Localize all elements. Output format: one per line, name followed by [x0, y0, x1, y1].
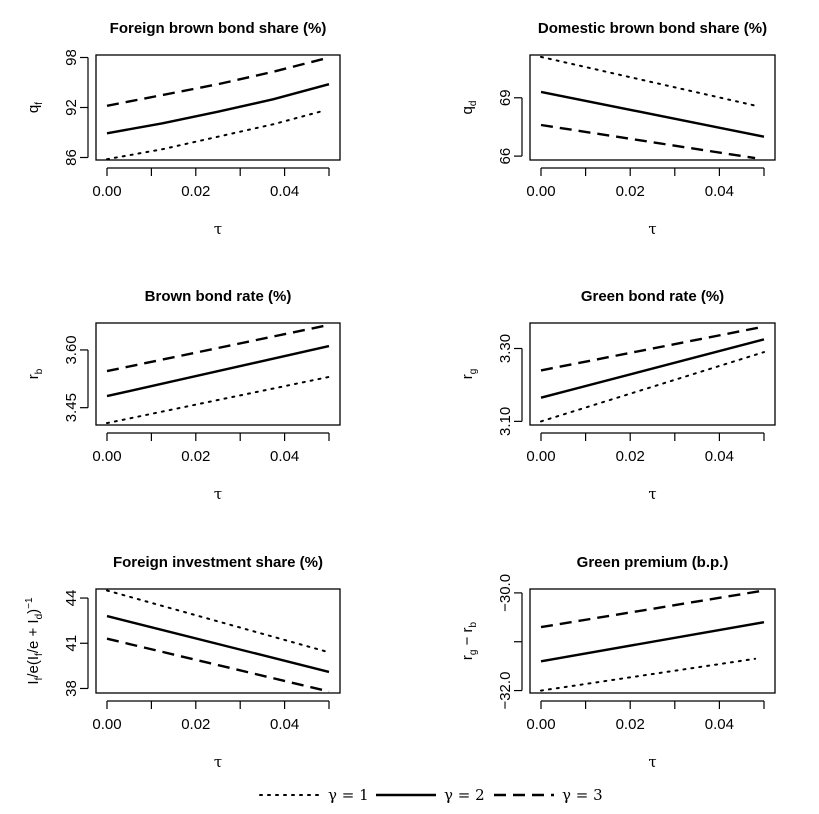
x-axis-label: τ — [214, 753, 222, 771]
x-tick-label: 0.02 — [181, 183, 210, 200]
series-line-gamma-2 — [540, 338, 765, 399]
panel-title: Domestic brown bond share (%) — [538, 20, 767, 37]
x-tick-label: 0.02 — [181, 448, 210, 465]
x-axis-label: τ — [648, 485, 656, 503]
legend-label: γ = 3 — [562, 786, 603, 804]
panel-title: Green premium (b.p.) — [577, 554, 729, 571]
x-tick-label: 0.04 — [270, 448, 299, 465]
series-line-gamma-2 — [106, 344, 330, 398]
plot-frame — [95, 588, 341, 694]
x-tick-label: 0.00 — [92, 448, 121, 465]
y-tick-label: 66 — [497, 148, 514, 165]
legend-label: γ = 1 — [328, 786, 369, 804]
x-tick-label: 0.02 — [181, 716, 210, 733]
plot-frame — [529, 588, 776, 694]
y-tick-label: 98 — [63, 49, 80, 66]
y-tick-label: 86 — [63, 149, 80, 166]
panel-1: Foreign brown bond share (%) 0.00 0.02 0.04… — [25, 20, 341, 238]
series-line-gamma-1 — [106, 589, 330, 654]
y-axis-label: qd — [459, 101, 479, 115]
y-axis-label: rb — [25, 368, 45, 379]
x-tick-label: 0.00 — [92, 716, 121, 733]
y-tick-label: 92 — [63, 99, 80, 116]
panel-6: Green premium (b.p.) 0.00 0.02 0.04 τ −32.0 −3… — [459, 554, 776, 771]
series-line-gamma-1 — [106, 375, 330, 425]
panel-title: Brown bond rate (%) — [145, 288, 292, 305]
panel-title: Foreign investment share (%) — [113, 554, 323, 571]
series-line-gamma-1 — [540, 657, 757, 692]
x-tick-label: 0.04 — [705, 716, 734, 733]
y-tick-label: 44 — [63, 590, 80, 607]
series-line-gamma-3 — [106, 56, 330, 107]
series-line-gamma-3 — [540, 123, 756, 160]
y-tick-label: −30.0 — [497, 574, 514, 612]
panel-title: Foreign brown bond share (%) — [110, 20, 327, 37]
y-axis-label: If/e(If/e + Id)−1 — [24, 597, 45, 685]
x-tick-label: 0.02 — [616, 183, 645, 200]
y-tick-label: 41 — [63, 635, 80, 652]
panel-title: Green bond rate (%) — [581, 288, 724, 305]
series-line-gamma-1 — [106, 110, 322, 161]
x-tick-label: 0.04 — [705, 183, 734, 200]
series-line-gamma-2 — [106, 614, 330, 674]
y-tick-label: 3.60 — [63, 335, 80, 364]
legend: γ = 1 γ = 2 γ = 3 — [259, 786, 603, 804]
y-axis-label: rg − rb — [459, 621, 479, 660]
x-tick-label: 0.04 — [270, 183, 299, 200]
series-line-gamma-3 — [106, 637, 330, 693]
y-tick-label: 3.10 — [497, 407, 514, 436]
y-tick-label: 69 — [497, 89, 514, 106]
x-tick-label: 0.00 — [526, 716, 555, 733]
x-tick-label: 0.02 — [616, 716, 645, 733]
series-line-gamma-3 — [540, 589, 765, 629]
x-tick-label: 0.02 — [616, 448, 645, 465]
x-axis-label: τ — [214, 485, 222, 503]
panel-4: Green bond rate (%) 0.00 0.02 0.04 τ 3.10 3.30… — [459, 288, 776, 503]
x-axis-label: τ — [648, 753, 656, 771]
y-axis-label: rg — [459, 369, 479, 380]
series-line-gamma-2 — [540, 90, 765, 138]
y-tick-label: 3.30 — [497, 334, 514, 363]
x-axis-label: τ — [214, 220, 222, 238]
x-tick-label: 0.00 — [526, 448, 555, 465]
x-tick-label: 0.00 — [92, 183, 121, 200]
panel-5: Foreign investment share (%) 0.00 0.02 0.04… — [24, 554, 341, 771]
x-tick-label: 0.04 — [270, 716, 299, 733]
x-tick-label: 0.04 — [705, 448, 734, 465]
series-line-gamma-2 — [106, 83, 330, 135]
panel-2: Domestic brown bond share (%) 0.00 0.02 0.0… — [459, 20, 776, 238]
y-tick-label: 38 — [63, 680, 80, 697]
series-line-gamma-2 — [540, 621, 765, 663]
series-line-gamma-3 — [106, 323, 330, 373]
panel-3: Brown bond rate (%) 0.00 0.02 0.04 τ 3.45 3.60… — [25, 288, 341, 503]
x-tick-label: 0.00 — [526, 183, 555, 200]
y-tick-label: 3.45 — [63, 393, 80, 422]
x-axis-label: τ — [648, 220, 656, 238]
plot-frame — [95, 322, 341, 426]
plot-frame — [95, 54, 341, 161]
y-axis-label: qf — [25, 102, 45, 113]
y-tick-label: −32.0 — [497, 672, 514, 710]
series-line-gamma-1 — [540, 351, 765, 423]
legend-label: γ = 2 — [444, 786, 485, 804]
plot-frame — [529, 322, 776, 426]
plot-frame — [529, 54, 776, 161]
